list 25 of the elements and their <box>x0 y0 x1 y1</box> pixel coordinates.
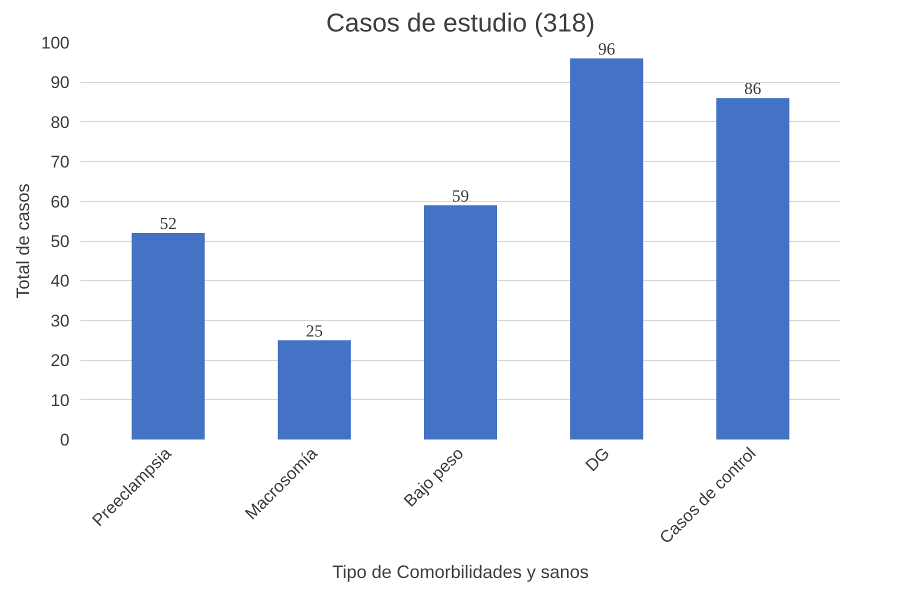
data-label: 52 <box>160 214 177 234</box>
y-tick-label: 40 <box>50 272 70 291</box>
y-axis-title: Total de casos <box>13 183 34 299</box>
y-tick-label: 60 <box>50 192 70 212</box>
data-label: 59 <box>452 186 469 206</box>
bar <box>424 205 498 440</box>
x-tick-label: DG <box>582 444 614 476</box>
bar <box>570 58 644 440</box>
y-tick-label: 10 <box>50 390 70 410</box>
y-tick-label: 100 <box>41 34 70 52</box>
y-tick-label: 70 <box>50 152 70 172</box>
y-tick-label: 0 <box>60 430 70 450</box>
y-tick-label: 80 <box>50 112 70 132</box>
x-axis-title: Tipo de Comorbilidades y sanos <box>332 562 589 582</box>
data-label: 25 <box>306 321 323 340</box>
bar <box>132 233 205 440</box>
data-label: 96 <box>598 39 616 58</box>
y-tick-label: 20 <box>50 351 70 370</box>
bar <box>716 98 790 440</box>
y-tick-label: 90 <box>50 73 70 92</box>
bar <box>278 340 351 440</box>
y-tick-label: 30 <box>50 311 70 330</box>
data-label: 86 <box>744 79 762 98</box>
chart-title: Casos de estudio (318) <box>326 8 595 38</box>
y-tick-label: 50 <box>50 232 70 251</box>
